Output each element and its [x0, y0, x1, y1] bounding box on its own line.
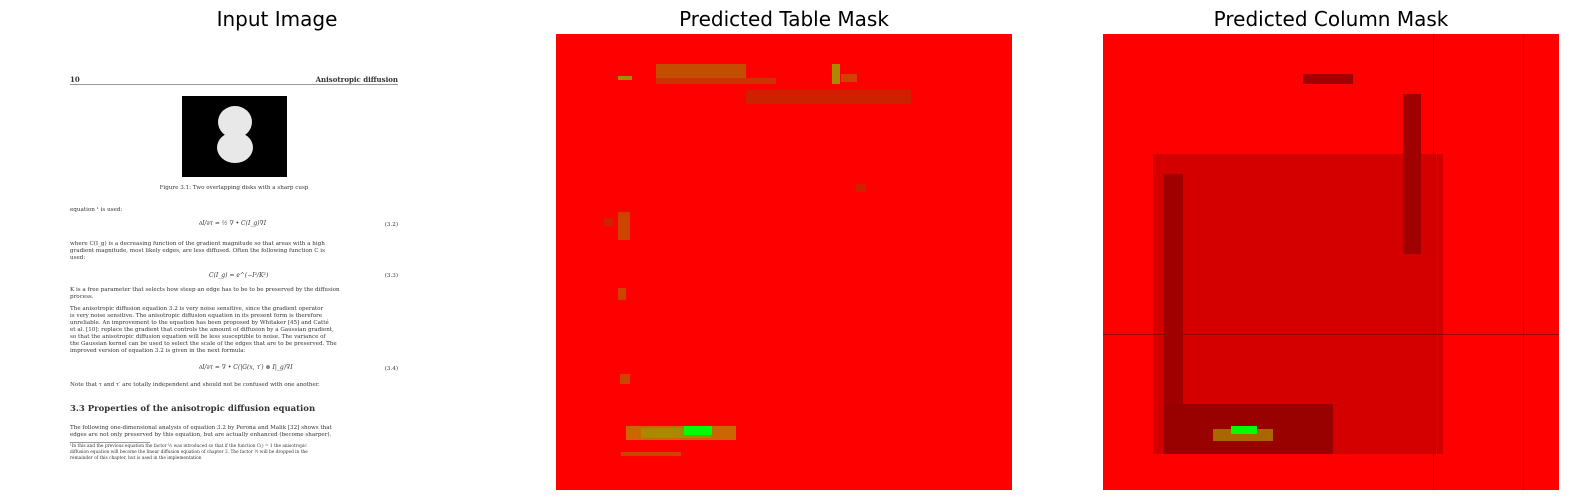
paragraph-2-line-2: process.	[70, 294, 94, 300]
footnote-line-3: remainder of this chapter, but is used i…	[70, 456, 202, 461]
equation-3-4-number: (3.4)	[384, 366, 398, 372]
column-mask-panel	[1103, 34, 1559, 490]
paragraph-1-line-2: gradient magnitude, most likely edges, a…	[70, 248, 325, 254]
paragraph-3-line-2: is very noise sensitive. The anisotropic…	[70, 313, 323, 319]
mask-region	[841, 74, 857, 82]
figure-caption: Figure 3.1: Two overlapping disks with a…	[159, 185, 309, 191]
equation-3-3-number: (3.3)	[384, 273, 398, 279]
mask-line	[1523, 34, 1524, 490]
mask-region	[856, 184, 866, 192]
mask-region	[1163, 174, 1183, 424]
document-page: 10 Anisotropic diffusion Figure 3.1: Two…	[49, 34, 505, 490]
mask-region	[1403, 94, 1421, 254]
equation-3-3: C(I_g) = e^(−I²/K²)	[209, 272, 269, 279]
footnote-rule	[70, 442, 150, 443]
mask-region	[656, 78, 776, 84]
table-mask-title: Predicted Table Mask	[679, 7, 889, 31]
footnote-line-2: diffusion equation will become the linea…	[70, 450, 308, 455]
equation-3-2: ∂I/∂τ = ½ ∇ • C(I_g)∇I	[199, 220, 267, 227]
mask-region	[604, 218, 614, 226]
paragraph-1-line-1: where C(I_g) is a decreasing function of…	[70, 241, 325, 247]
paragraph-3-line-3: unreliable. An improvement to the equati…	[70, 320, 329, 326]
mask-region	[618, 212, 630, 240]
paragraph-2-line-1: K is a free parameter that selects how s…	[70, 287, 340, 293]
mask-region	[1303, 74, 1353, 84]
input-image-title: Input Image	[216, 7, 338, 31]
equation-3-4: ∂I/∂τ = ∇ • C(|G(x, τ′) ⊗ I|_g)∇I	[199, 364, 293, 371]
mask-region	[620, 374, 630, 384]
paragraph-1-line-3: used:	[70, 255, 86, 261]
running-header: Anisotropic diffusion	[315, 75, 398, 84]
mask-region	[1213, 429, 1273, 441]
section-title: 3.3 Properties of the anisotropic diffus…	[70, 404, 316, 414]
green-hotspot	[684, 426, 712, 435]
footnote-line-1: ¹In this and the previous equation the f…	[70, 444, 307, 449]
page-header: 10 Anisotropic diffusion	[70, 75, 398, 84]
table-mask-panel	[556, 34, 1012, 490]
paragraph-4-line-1: The following one-dimensional analysis o…	[70, 425, 332, 431]
paragraph-3-line-6: the Gaussian kernel can be used to selec…	[70, 341, 337, 347]
paragraph-3-line-5: so that the anisotropic diffusion equati…	[70, 334, 326, 340]
mask-line	[1103, 334, 1559, 335]
figure-image	[182, 96, 287, 177]
input-image-panel: 10 Anisotropic diffusion Figure 3.1: Two…	[49, 34, 505, 490]
mask-region	[618, 288, 626, 300]
column-mask-title: Predicted Column Mask	[1213, 7, 1449, 31]
mask-region	[641, 428, 711, 438]
paragraph-3-line-1: The anisotropic diffusion equation 3.2 i…	[70, 306, 324, 312]
mask-line	[1433, 34, 1434, 490]
mask-region	[621, 452, 681, 456]
note-text: Note that τ and τ′ are totally independe…	[70, 382, 320, 388]
paragraph-4-line-2: edges are not only preserved by this equ…	[70, 432, 332, 438]
mask-region	[618, 76, 632, 80]
paragraph-3-line-7: improved version of equation 3.2 is give…	[70, 348, 246, 354]
lead-in-text: equation ¹ is used:	[70, 207, 123, 213]
lower-disk	[217, 132, 253, 163]
green-hotspot	[1231, 426, 1257, 434]
mask-region	[832, 64, 840, 84]
header-rule	[70, 84, 398, 85]
mask-region	[746, 90, 911, 104]
equation-3-2-number: (3.2)	[384, 222, 398, 228]
page-number: 10	[70, 75, 80, 84]
paragraph-3-line-4: et al. [10]: replace the gradient that c…	[70, 327, 334, 333]
